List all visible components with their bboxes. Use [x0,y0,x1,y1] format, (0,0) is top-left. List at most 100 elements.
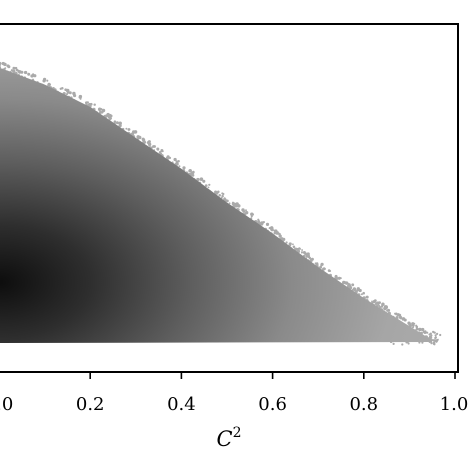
data-point [215,191,219,195]
data-point [429,332,432,335]
data-point [235,202,239,206]
data-point [10,69,14,72]
data-point [61,86,64,90]
data-point [158,150,162,154]
data-point [79,97,82,100]
data-point [378,304,381,307]
data-point [374,303,377,305]
data-point [433,331,436,334]
data-point [177,160,180,163]
x-axis-tick-labels: 0.0 0.2 0.4 0.6 0.8 1.0 [0,394,468,415]
data-point [115,121,119,125]
data-point [66,91,70,94]
data-point [300,251,303,254]
data-point [221,194,224,198]
data-point [292,245,296,249]
data-point [178,165,181,168]
data-point [302,251,306,254]
data-point [292,243,294,246]
data-point [14,66,18,70]
data-point [78,94,83,99]
data-point [84,101,88,105]
x-tick-label: 0.4 [167,394,196,415]
data-point [304,253,307,256]
data-point [218,194,221,197]
x-axis-label: C2 [217,425,242,451]
data-point [188,169,191,173]
data-point [289,242,292,245]
data-point [285,241,288,244]
data-point [191,173,195,177]
data-point [339,277,342,280]
data-point [265,222,270,226]
data-point [250,215,253,218]
data-point [192,170,195,174]
plot-frame [0,23,459,373]
data-point [262,221,265,224]
data-point [245,209,247,212]
data-point [426,331,429,334]
data-point [173,157,177,162]
data-point [392,342,395,345]
data-point [360,293,363,296]
data-point [42,79,46,83]
data-point [411,326,415,329]
x-tick-label: 0.0 [0,394,13,415]
data-point [257,218,260,221]
data-point [65,93,68,96]
data-point [347,282,349,285]
data-point [228,202,231,205]
data-point [93,103,96,106]
x-axis-label-superscript: 2 [233,425,242,441]
data-point [128,128,131,131]
x-axis-label-base: C [217,427,233,451]
data-point [439,333,442,337]
data-point [306,252,310,256]
data-point [118,121,122,126]
data-point [109,114,113,118]
data-point [105,114,108,117]
data-point [418,327,422,332]
data-point [352,287,356,291]
data-point [222,192,225,196]
data-point [306,254,311,259]
data-point [142,138,146,142]
data-point [46,79,49,82]
data-point [430,336,433,339]
data-point [260,222,264,226]
data-point [403,318,407,322]
data-point [365,295,369,299]
data-point [208,183,211,186]
data-point [415,324,418,327]
x-tick-label: 0.6 [258,394,287,415]
data-point [432,341,436,345]
data-point [251,213,255,216]
data-point [101,108,106,113]
data-point [434,334,437,337]
data-point [424,331,427,334]
data-point [98,110,102,114]
data-point [421,327,425,332]
data-point [273,231,277,235]
data-point [278,232,281,236]
data-point [371,300,373,303]
data-point [68,91,72,95]
data-point [108,118,112,121]
density-region [0,67,439,343]
data-point [136,135,140,139]
data-point [125,127,128,130]
data-point [27,72,31,76]
data-point [362,291,365,295]
x-axis-ticks [89,372,456,379]
data-point [271,228,274,231]
data-point [294,247,297,250]
data-point [396,313,400,317]
data-point [322,267,326,270]
data-point [4,67,7,69]
data-point [199,177,204,181]
data-point [407,321,411,325]
data-point [401,343,404,346]
data-point [373,300,376,303]
data-point [242,209,246,213]
